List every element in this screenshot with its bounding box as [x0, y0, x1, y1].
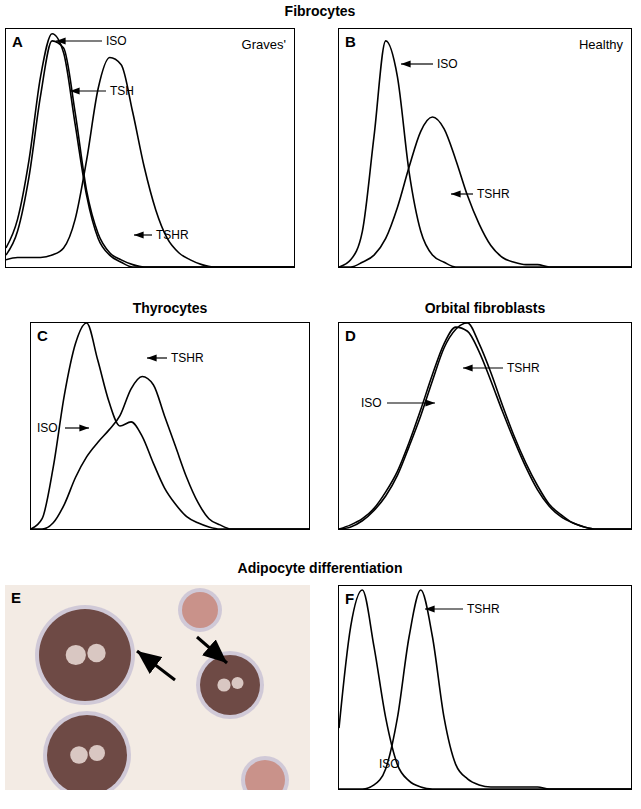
svg-text:TSHR: TSHR: [156, 228, 189, 242]
svg-text:E: E: [11, 589, 21, 606]
svg-text:C: C: [37, 327, 48, 344]
svg-text:TSHR: TSHR: [477, 187, 510, 201]
svg-text:Adipocyte differentiation: Adipocyte differentiation: [238, 560, 403, 576]
svg-text:Healthy: Healthy: [579, 37, 624, 52]
svg-text:D: D: [345, 327, 356, 344]
svg-text:Orbital fibroblasts: Orbital fibroblasts: [425, 300, 546, 316]
svg-text:TSHR: TSHR: [467, 602, 500, 616]
svg-text:ISO: ISO: [106, 34, 127, 48]
svg-text:Fibrocytes: Fibrocytes: [285, 3, 356, 19]
svg-text:ISO: ISO: [37, 421, 58, 435]
svg-text:TSH: TSH: [110, 84, 134, 98]
svg-text:TSHR: TSHR: [171, 351, 204, 365]
svg-text:Thyrocytes: Thyrocytes: [133, 300, 208, 316]
svg-text:F: F: [345, 590, 354, 607]
svg-text:A: A: [12, 33, 23, 50]
svg-text:ISO: ISO: [379, 757, 400, 771]
svg-text:TSHR: TSHR: [507, 361, 540, 375]
svg-text:B: B: [345, 33, 356, 50]
svg-text:ISO: ISO: [361, 396, 382, 410]
svg-text:ISO: ISO: [437, 57, 458, 71]
svg-text:Graves': Graves': [242, 37, 286, 52]
